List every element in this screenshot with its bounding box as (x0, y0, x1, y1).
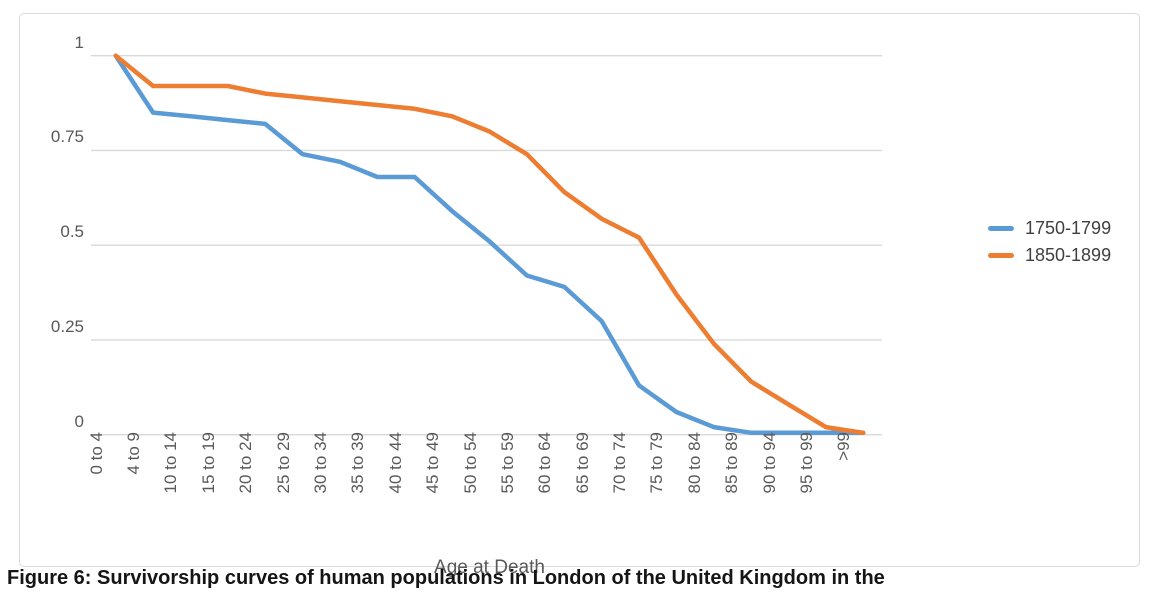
legend-item-1850-1899: 1850-1899 (988, 242, 1111, 269)
plot-area (91, 53, 882, 436)
x-tick-label: 30 to 34 (310, 432, 330, 494)
x-tick-label: 75 to 79 (647, 432, 667, 494)
x-tick-label: 65 to 69 (572, 432, 592, 494)
y-tick-label: 0 (74, 411, 84, 431)
x-tick-label: >99 (834, 432, 854, 461)
y-tick-label: 0.5 (60, 222, 84, 242)
y-tick-label: 0.25 (50, 316, 84, 336)
chart-frame: 0 0.25 0.5 0.75 1 0 to 4 4 to 9 10 to 14 15 to … (19, 13, 1140, 578)
x-tick-label: 45 to 49 (423, 432, 443, 494)
x-tick-label: 0 to 4 (86, 432, 106, 475)
legend-item-1750-1799: 1750-1799 (988, 215, 1111, 242)
x-tick-label: 95 to 99 (796, 432, 816, 494)
x-tick-label: 90 to 94 (759, 432, 779, 494)
legend-swatch-icon (988, 226, 1014, 231)
series-line-1750-1799 (113, 53, 866, 436)
x-tick-label: 35 to 39 (348, 432, 368, 494)
x-tick-label: 25 to 29 (273, 432, 293, 494)
x-tick-label: 55 to 59 (497, 432, 517, 494)
legend-label: 1750-1799 (1025, 218, 1112, 238)
x-tick-label: 85 to 89 (722, 432, 742, 494)
y-tick-label: 1 (74, 32, 84, 52)
x-tick-label: 80 to 84 (684, 432, 704, 494)
x-tick-label: 10 to 14 (161, 432, 181, 494)
x-tick-label: 50 to 54 (460, 432, 480, 494)
x-tick-label: 40 to 44 (385, 432, 405, 494)
x-tick-label: 60 to 64 (535, 432, 555, 494)
series-line-1850-1899 (113, 53, 866, 436)
legend-label: 1850-1899 (1025, 245, 1112, 265)
y-tick-label: 0.75 (50, 127, 84, 147)
x-tick-label: 70 to 74 (610, 432, 630, 494)
x-axis-title: Age at Death (434, 557, 545, 578)
x-tick-label: 4 to 9 (124, 432, 144, 475)
legend: 1750-1799 1850-1899 (988, 215, 1111, 269)
figure-caption: Figure 6: Survivorship curves of human p… (7, 567, 885, 589)
x-tick-label: 20 to 24 (236, 432, 256, 494)
x-tick-label: 15 to 19 (198, 432, 218, 494)
legend-swatch-icon (988, 253, 1014, 258)
